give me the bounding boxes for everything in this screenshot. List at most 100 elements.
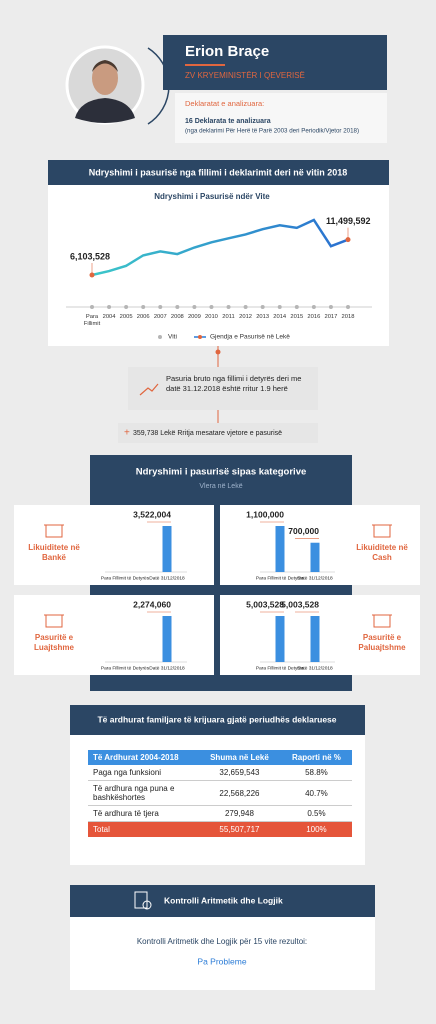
x-tick <box>90 305 94 309</box>
income-title: Të ardhurat familjare të krijuara gjatë … <box>97 714 336 724</box>
categories-subtitle: Vlera në Lekë <box>199 483 242 490</box>
value-label: 5,003,528 <box>246 599 284 609</box>
x-tick <box>260 305 265 309</box>
category-label: Pasuritë e Luajtshme <box>33 633 74 652</box>
table-row: Të ardhura të tjera 279,948 0.5% <box>88 805 352 822</box>
x-tick-label: 2004 <box>102 314 116 320</box>
plus-icon: + <box>124 428 130 439</box>
value-label: 11,499,592 <box>326 216 371 226</box>
x-tick <box>243 305 248 309</box>
total-cell: 100% <box>306 825 327 834</box>
check-icon-lens <box>142 900 152 910</box>
trend-icon <box>139 383 159 396</box>
table-cell: 40.7% <box>280 780 352 806</box>
photo-suit <box>75 98 135 123</box>
value-label: 5,003,528 <box>281 599 319 609</box>
bar <box>275 616 285 662</box>
growth-panel <box>48 160 389 346</box>
x-tick-label: Para Fillimit <box>83 314 101 327</box>
value-label: 2,274,060 <box>133 599 171 609</box>
table-header: Të Ardhurat 2004-2018 Shuma në Lekë Raport… <box>88 750 352 765</box>
x-tick-label: 2009 <box>187 314 201 320</box>
table-cell: 32,659,543 <box>198 765 281 781</box>
table-cell: 0.5% <box>280 805 352 822</box>
legend-swatch <box>158 335 162 339</box>
value-label: 1,100,000 <box>246 509 284 519</box>
x-tick-label: Para Fillimit të Detyrës <box>256 665 305 671</box>
x-tick <box>209 305 214 309</box>
growth-note-box <box>128 367 318 410</box>
declarations-label: Deklaratat e analizuara: <box>185 99 264 108</box>
table-cell: Të ardhura nga puna e bashkëshortes <box>88 780 198 806</box>
table-cell: Të ardhura të tjera <box>88 805 198 822</box>
line <box>91 218 349 277</box>
x-tick-label: 2016 <box>307 314 321 320</box>
category-label: Likuiditete në Cash <box>356 543 408 562</box>
x-tick-label: 2008 <box>170 314 184 320</box>
x-tick-label: 2017 <box>324 314 338 320</box>
value-label: 3,522,004 <box>133 509 171 519</box>
x-tick-label: Datë 31/12/2018 <box>149 575 185 581</box>
x-tick-label: 2006 <box>136 314 150 320</box>
x-tick <box>346 305 350 309</box>
name-box <box>163 35 387 90</box>
x-tick-label: Para Fillimit të Detyrës <box>256 575 305 581</box>
x-tick <box>311 305 316 309</box>
x-tick-label: 2018 <box>341 314 355 320</box>
bar <box>275 526 285 572</box>
check-text: Kontrolli Aritmetik dhe Logjik për 15 vi… <box>137 937 307 946</box>
check-title: Kontrolli Aritmetik dhe Logjik <box>164 895 283 905</box>
table-cell: 279,948 <box>198 805 281 822</box>
growth-title: Ndryshimi i pasurisë nga fillimi i dekla… <box>89 167 348 177</box>
x-tick-label: 2013 <box>256 314 270 320</box>
check-icon <box>134 891 148 909</box>
table-row: Paga nga funksioni 32,659,543 58.8% <box>88 765 352 781</box>
x-tick-label: 2010 <box>205 314 218 320</box>
x-tick-label: 2014 <box>273 314 287 320</box>
declarations-range: (nga deklarimi Për Herë të Parë 2003 der… <box>185 128 359 135</box>
x-tick <box>175 305 180 309</box>
x-tick-label: Para Fillimit të Detyrës <box>101 665 150 671</box>
x-tick-label: 2015 <box>290 314 304 320</box>
table-cell: Paga nga funksioni <box>88 765 198 781</box>
point <box>89 272 95 278</box>
x-tick <box>226 305 231 309</box>
categories-title: Ndryshimi i pasurisë sipas kategorive <box>136 467 307 478</box>
total-cell: Total <box>93 825 110 834</box>
value-label: 700,000 <box>288 526 319 536</box>
x-tick <box>192 305 197 309</box>
x-tick <box>277 305 282 309</box>
declarations-box <box>175 93 387 143</box>
value-label: 6,103,528 <box>70 251 110 261</box>
income-title-bar <box>70 705 365 735</box>
table-cell: 58.8% <box>280 765 352 781</box>
chart-title: Ndryshimi i Pasurisë ndër Vite <box>154 192 270 201</box>
bar <box>310 616 320 662</box>
growth-title-bar <box>48 160 389 185</box>
x-tick <box>294 305 299 309</box>
declarations-count: 16 Deklarata te analizuara <box>185 118 271 125</box>
legend-label: Gjendja e Pasurisë në Lekë <box>210 334 290 341</box>
total-row: Total 55,507,717 100% <box>88 821 352 837</box>
x-tick-label: 2011 <box>222 314 235 320</box>
table-cell: 22,568,226 <box>198 780 281 806</box>
photo-hair <box>92 60 118 72</box>
x-tick-label: 2005 <box>119 314 133 320</box>
photo-face <box>92 61 118 95</box>
x-tick <box>141 305 146 309</box>
x-tick-label: Para Fillimit të Detyrës <box>101 575 150 581</box>
bar <box>162 616 172 662</box>
legend-swatch <box>198 335 202 339</box>
check-result: Pa Probleme <box>197 956 246 966</box>
x-tick <box>107 305 112 309</box>
column-header: Të Ardhurat 2004-2018 <box>93 753 179 762</box>
x-tick <box>328 305 333 309</box>
average-note: 359,738 Lekë Rritja mesatare vjetore e p… <box>133 430 282 437</box>
average-note-box <box>118 423 318 443</box>
x-tick-label: 2012 <box>239 314 253 320</box>
check-title-bar <box>70 885 375 917</box>
total-cell: 55,507,717 <box>219 825 260 834</box>
x-tick-label: Datë 31/12/2018 <box>297 665 333 671</box>
